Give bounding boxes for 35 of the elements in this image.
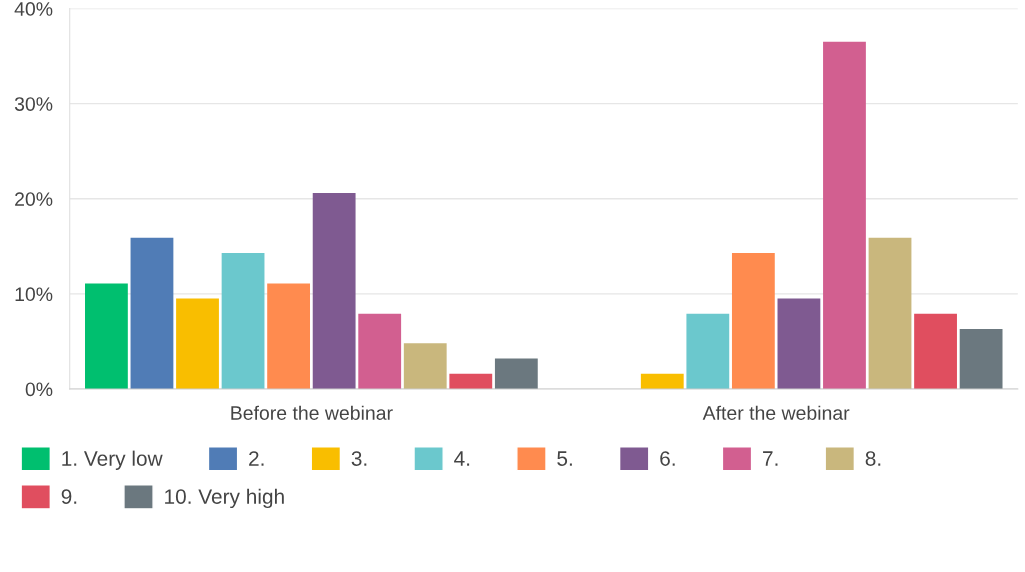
bar	[358, 313, 402, 389]
legend-label: 9.	[61, 489, 77, 504]
bar	[731, 252, 775, 389]
bar	[85, 283, 128, 389]
x-tick-label: Before the webinar	[231, 405, 393, 420]
bar	[176, 298, 219, 389]
bar	[914, 313, 957, 389]
bar	[221, 252, 265, 389]
bar	[494, 358, 538, 389]
y-tick-label: 40%	[14, 2, 53, 16]
x-tick-label: After the webinar	[702, 405, 850, 420]
y-tick-label: 20%	[15, 192, 53, 207]
legend-label: 6.	[660, 451, 675, 466]
legend-label: 3.	[351, 451, 367, 466]
bar	[130, 237, 174, 389]
bar	[267, 283, 311, 389]
bar	[449, 373, 493, 389]
bar	[823, 41, 866, 389]
legend-label: 5.	[557, 451, 572, 466]
legend-label: 1. Very low	[62, 450, 163, 471]
y-tick-label: 0%	[25, 382, 53, 397]
legend-label: 7.	[763, 451, 778, 466]
legend-label: 4.	[454, 451, 470, 466]
bar	[640, 373, 684, 389]
bar	[868, 237, 912, 389]
bar	[686, 313, 730, 389]
bar	[777, 298, 821, 389]
y-tick-label: 10%	[15, 287, 53, 302]
legend-label: 10. Very high	[165, 488, 284, 509]
bar	[312, 193, 356, 389]
bar	[959, 329, 1003, 389]
legend-label: 8.	[865, 451, 881, 466]
legend-label: 2.	[249, 451, 264, 466]
bar	[403, 343, 447, 389]
y-tick-label: 30%	[14, 97, 53, 111]
